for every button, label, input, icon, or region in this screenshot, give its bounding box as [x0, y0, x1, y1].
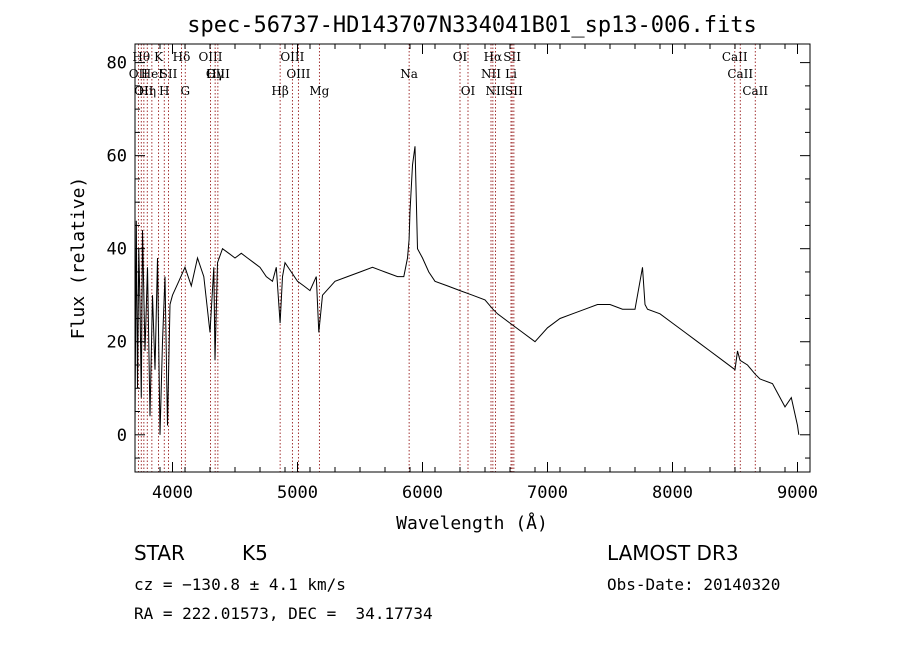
spectral-line-label: OIII: [286, 67, 310, 81]
spectrum-series: [134, 146, 800, 435]
spectral-line-label: OII: [129, 67, 149, 81]
spectral-line-label: Na: [400, 67, 418, 81]
spectral-line-label: SII: [505, 84, 523, 98]
y-tick-label: 60: [107, 147, 127, 167]
spectral-line-label: NII: [481, 67, 501, 81]
x-tick-label: 5000: [277, 483, 318, 503]
object-subclass: K5: [242, 541, 268, 565]
spectral-line-label: SII: [160, 67, 178, 81]
spectral-line-label: OIII: [280, 50, 304, 64]
x-tick-label: 7000: [527, 483, 568, 503]
spectral-line-label: CaII: [727, 67, 753, 81]
spectral-line-label: SII: [503, 50, 521, 64]
y-tick-label: 20: [107, 333, 127, 353]
spectral-line-label: Mg: [309, 84, 329, 98]
spectral-line-label: Hγ: [206, 67, 224, 81]
spectral-line-label: K: [154, 50, 164, 64]
spectral-line-label: HeI: [141, 67, 164, 81]
y-tick-label: 80: [107, 54, 127, 74]
sky-coordinates: RA = 222.01573, DEC = 34.17734: [134, 604, 433, 623]
spectral-line-label: Hβ: [271, 84, 288, 98]
object-class: STAR: [134, 541, 185, 565]
spectral-line-label: Hη: [138, 84, 156, 98]
x-tick-label: 4000: [152, 483, 193, 503]
axis-ticks: 4000 5000 6000 7000 8000 9000 0 20 40 60 80: [107, 44, 818, 503]
spectral-line-label: CaII: [722, 50, 748, 64]
spectral-line-markers: OIIHθOIIHηHeIKHSIIHδGOIIIHγOIIIHβOIIIOII…: [129, 44, 768, 472]
spectral-line-label: OIII: [198, 50, 222, 64]
observation-date: Obs-Date: 20140320: [607, 575, 781, 594]
spectrum-line: [134, 146, 800, 435]
spectral-line-label: NII: [486, 84, 506, 98]
x-tick-label: 8000: [652, 483, 693, 503]
spectral-line-label: OI: [461, 84, 476, 98]
spectral-line-label: Hθ: [132, 50, 150, 64]
spectral-line-label: CaII: [742, 84, 768, 98]
spectral-line-label: OII: [134, 84, 154, 98]
redshift-velocity: cz = −130.8 ± 4.1 km/s: [134, 575, 346, 594]
spectral-line-label: Li: [505, 67, 517, 81]
spectral-line-label: Hα: [484, 50, 503, 64]
x-tick-label: 9000: [777, 483, 818, 503]
spectral-line-label: G: [180, 84, 190, 98]
y-tick-label: 40: [107, 240, 127, 260]
x-axis-label: Wavelength (Å): [396, 512, 548, 534]
chart-title: spec-56737-HD143707N334041B01_sp13-006.f…: [187, 13, 757, 38]
spectral-line-label: H: [159, 84, 169, 98]
x-tick-label: 6000: [402, 483, 443, 503]
spectral-line-label: Hδ: [173, 50, 191, 64]
spectral-line-label: OI: [453, 50, 468, 64]
y-tick-label: 0: [117, 426, 127, 446]
survey-name: LAMOST DR3: [607, 541, 739, 565]
y-axis-label: Flux (relative): [68, 177, 89, 340]
plot-frame: [134, 43, 811, 473]
spectral-line-label: OIII: [206, 67, 230, 81]
